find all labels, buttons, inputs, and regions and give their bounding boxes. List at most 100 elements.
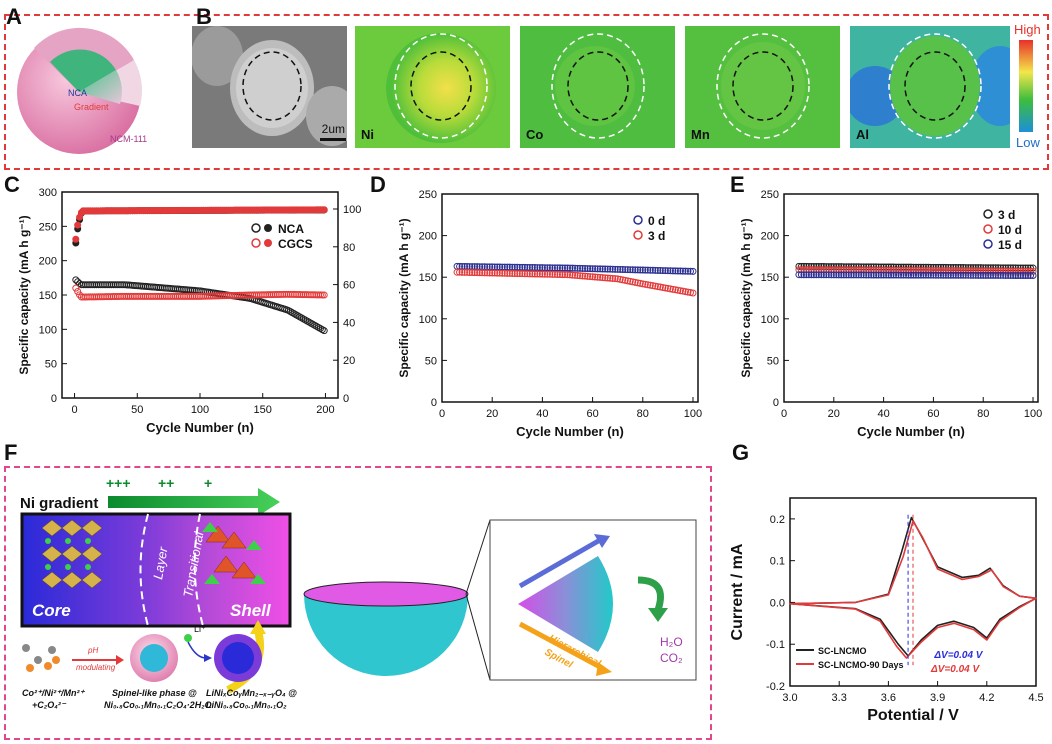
y-tick-label: 150 (39, 290, 57, 302)
data-point-3-d (536, 270, 544, 278)
y-tick-label: 200 (761, 231, 779, 243)
data-point-3-d (566, 271, 574, 279)
spinel-label-2: Ni₀.₈Co₀.₁Mn₀.₁C₂O₄·2H₂O (104, 700, 212, 710)
data-point-15-d (837, 271, 845, 279)
y-tick-label: 50 (45, 359, 57, 371)
data-point-CGCS-capacity (72, 284, 80, 292)
zone-layer: Layer (150, 545, 171, 580)
data-point-3-d (604, 274, 612, 282)
data-point-15-d (1024, 272, 1032, 280)
data-point-0-d (609, 265, 617, 273)
data-point-3-d (689, 289, 697, 297)
plus-1: + (204, 475, 212, 491)
x-tick-label: 0 (439, 408, 445, 420)
data-point-3-d (624, 277, 632, 285)
data-point-15-d (805, 271, 813, 279)
data-point-15-d (962, 271, 970, 279)
data-point-3-d (584, 272, 592, 280)
data-point-15-d (954, 271, 962, 279)
legend-marker-open (251, 223, 261, 233)
data-point-15-d (1004, 271, 1012, 279)
legend-label: 10 d (998, 223, 1022, 237)
data-point-0-d (626, 266, 634, 274)
data-point-15-d (897, 271, 905, 279)
data-point-3-d (639, 280, 647, 288)
data-point-0-d (571, 264, 579, 272)
data-point-3-d (541, 270, 549, 278)
y-tick-label: 300 (39, 187, 57, 199)
data-point-0-d (551, 264, 559, 272)
data-point-3-d (631, 278, 639, 286)
data-point-3-d (679, 287, 687, 295)
data-point-3-d (508, 269, 516, 277)
data-point-15-d (872, 271, 880, 279)
data-point-15-d (964, 271, 972, 279)
data-point-0-d (543, 264, 551, 272)
data-point-15-d (820, 271, 828, 279)
data-point-3-d (686, 289, 694, 297)
data-point-0-d (591, 265, 599, 273)
data-point-15-d (810, 271, 818, 279)
data-point-15-d (855, 271, 863, 279)
data-point-3-d (526, 270, 534, 278)
co2-label: CO₂ (660, 651, 683, 665)
data-point-3-d (456, 268, 464, 276)
sem-image: 2um (192, 26, 347, 148)
data-point-15-d (885, 271, 893, 279)
final-label-2: LiNi₀.₈Co₀.₁Mn₀.₁O₂ (206, 700, 287, 710)
y-tick-label: 250 (419, 189, 437, 201)
data-point-3-d (561, 271, 569, 279)
x-tick-label: 20 (828, 408, 840, 420)
colorbar-high: High (1014, 22, 1041, 37)
data-point-15-d (852, 271, 860, 279)
label-nca: NCA (68, 88, 87, 98)
data-point-3-d (599, 274, 607, 282)
chart-e: 0 20 40 60 80 100 0 50 100 150 200 250 Cycle Number … (739, 189, 1042, 439)
data-point-3-d (669, 285, 677, 293)
data-point-15-d (845, 271, 853, 279)
data-point-3-d (511, 270, 519, 278)
data-point-0-d (661, 267, 669, 275)
legend-marker (633, 215, 643, 225)
data-point-15-d (860, 271, 868, 279)
data-point-3-d (626, 277, 634, 285)
data-point-0-d (579, 264, 587, 272)
data-point-15-d (795, 271, 803, 279)
data-point-15-d (815, 271, 823, 279)
data-point-3-d (681, 288, 689, 296)
data-point-15-d (887, 271, 895, 279)
data-point-0-d (614, 265, 622, 273)
data-point-3-d (646, 281, 654, 289)
data-point-0-d (594, 265, 602, 273)
plot-frame (441, 193, 699, 403)
x-tick-label: 150 (254, 404, 272, 416)
data-point-15-d (969, 271, 977, 279)
data-point-0-d (644, 266, 652, 274)
data-point-0-d (566, 264, 574, 272)
data-point-3-d (528, 270, 536, 278)
data-point-0-d (601, 265, 609, 273)
precursor-label-1: Co²⁺/Ni²⁺/Mn²⁺ (22, 688, 85, 698)
y2-tick-label: 20 (343, 355, 355, 367)
data-point-15-d (850, 271, 858, 279)
data-point-15-d (832, 271, 840, 279)
data-point-15-d (949, 271, 957, 279)
data-point-3-d (576, 272, 584, 280)
zone-core: Core (32, 601, 71, 620)
data-point-0-d (619, 266, 627, 274)
x-tick-label: 200 (316, 404, 334, 416)
data-point-NCA-capacity (72, 276, 80, 284)
data-point-15-d (947, 271, 955, 279)
data-point-0-d (569, 264, 577, 272)
data-point-3-d (491, 269, 499, 277)
data-point-0-d (556, 264, 564, 272)
data-point-3-d (488, 269, 496, 277)
data-point-15-d (890, 271, 898, 279)
data-point-3-d (463, 268, 471, 276)
x-tick-label: 4.2 (979, 692, 994, 704)
data-point-15-d (830, 271, 838, 279)
eds-map-co: Co (520, 26, 675, 148)
data-point-0-d (641, 266, 649, 274)
legend-marker (633, 230, 643, 240)
panel-label-a: A (6, 4, 22, 29)
